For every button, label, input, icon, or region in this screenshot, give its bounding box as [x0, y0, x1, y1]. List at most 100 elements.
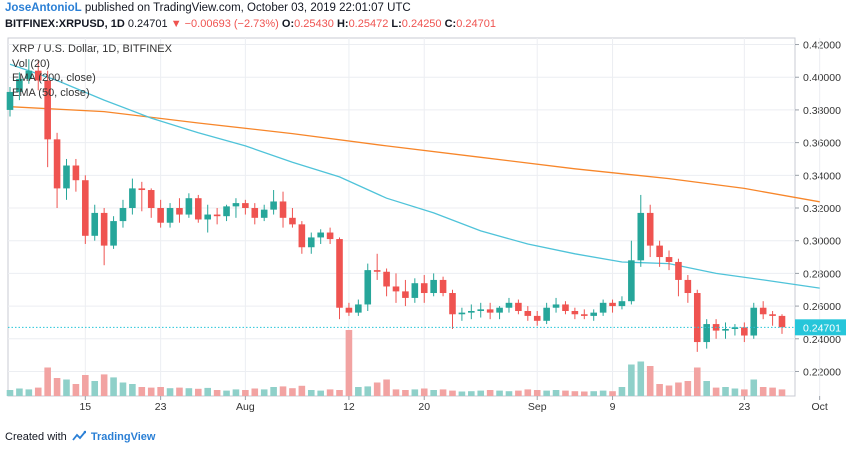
volume-bar — [251, 388, 259, 396]
candle-body — [693, 293, 701, 343]
volume-bar — [439, 389, 447, 396]
volume-bar — [317, 390, 324, 396]
volume-bar — [430, 390, 437, 396]
candle-body — [458, 312, 466, 315]
volume-bar — [185, 388, 193, 396]
candle-body — [543, 307, 550, 321]
candle-body — [147, 190, 155, 209]
candle-body — [91, 212, 99, 236]
volume-bar — [477, 390, 485, 396]
candle-body — [44, 80, 51, 140]
tradingview-logo-icon — [72, 430, 86, 441]
x-tick-label: 9 — [610, 401, 616, 413]
candle-body — [317, 232, 324, 238]
publish-info: JoseAntonioL published on TradingView.co… — [5, 2, 411, 14]
author-link[interactable]: JoseAntonioL — [5, 2, 82, 14]
y-tick-label: 0.24000 — [803, 334, 841, 346]
published-text: published on TradingView.com, October 03… — [84, 2, 411, 14]
volume-bar — [110, 377, 117, 396]
candle-body — [618, 301, 626, 307]
candle-body — [345, 307, 353, 313]
volume-bar — [166, 388, 174, 396]
candle-body — [213, 214, 221, 217]
low-label: L: — [391, 18, 402, 30]
open-label: O: — [281, 18, 295, 30]
candle-body — [176, 208, 183, 215]
volume-bar — [72, 384, 80, 396]
close-value: 0.24701 — [456, 18, 496, 30]
tradingview-link[interactable]: TradingView — [90, 431, 156, 443]
volume-bar — [232, 389, 240, 396]
candle-body — [138, 188, 146, 191]
candle-body — [599, 302, 607, 313]
plot-area — [7, 37, 796, 397]
candle-body — [204, 214, 212, 220]
candle-body — [505, 302, 513, 308]
volume-bar — [646, 366, 654, 396]
volume-bar — [684, 381, 692, 396]
y-tick-label: 0.28000 — [803, 268, 841, 280]
volume-bar — [731, 388, 739, 396]
volume-bar — [458, 391, 466, 396]
volume-bar — [543, 390, 550, 396]
candle-body — [260, 209, 268, 218]
volume-bar — [345, 330, 353, 396]
candle-body — [439, 279, 447, 294]
candle-body — [72, 165, 80, 181]
candle-body — [703, 324, 710, 343]
last-price-label: 0.24701 — [803, 322, 841, 334]
candle-body — [571, 310, 579, 315]
volume-bar — [364, 386, 372, 396]
candle-body — [741, 327, 748, 336]
y-tick-label: 0.22000 — [803, 366, 841, 378]
volume-bar — [91, 381, 99, 396]
x-tick-label: 23 — [155, 401, 167, 413]
footer: Created with TradingView — [5, 430, 155, 443]
volume-bar — [242, 390, 249, 396]
volume-bar — [204, 387, 212, 396]
candle-body — [307, 237, 315, 248]
candle-body — [665, 257, 673, 262]
volume-bar — [336, 390, 343, 396]
volume-bar — [656, 384, 663, 396]
volume-bar — [270, 387, 277, 396]
candle-body — [53, 139, 61, 189]
candle-body — [34, 70, 42, 81]
candle-body — [251, 208, 259, 218]
x-tick-label: 12 — [343, 401, 355, 413]
symbol: BITFINEX:XRPUSD, 1D — [5, 18, 125, 30]
candle-body — [166, 208, 174, 223]
volume-bar — [741, 389, 748, 396]
volume-bar — [449, 390, 456, 396]
open-value: 0.25430 — [294, 18, 334, 30]
candle-body — [16, 78, 23, 92]
candle-body — [420, 283, 428, 294]
candle-body — [232, 203, 240, 207]
volume-bar — [533, 390, 541, 396]
volume-bar — [580, 391, 588, 396]
candle-body — [609, 302, 616, 307]
volume-bar — [637, 361, 645, 396]
candle-body — [129, 188, 136, 209]
volume-bar — [82, 375, 89, 396]
price-chart[interactable]: 0.42000 0.40000 0.38000 0.36000 0.34000 0.320… — [0, 34, 850, 426]
y-tick-label: 0.36000 — [803, 138, 841, 150]
candle-body — [336, 239, 343, 308]
volume-bar — [609, 391, 616, 396]
volume-bar — [129, 384, 136, 396]
last-value: 0.24701 — [127, 18, 168, 30]
ema200-line — [9, 106, 820, 203]
x-tick-label: Sep — [528, 401, 547, 413]
legend-ema50: EMA (50, close) — [12, 86, 90, 99]
candle-body — [562, 304, 569, 311]
candle-body — [270, 201, 277, 210]
created-with-text: Created with — [5, 431, 67, 443]
candle-body — [778, 315, 786, 328]
volume-bar — [223, 390, 230, 396]
volume-bar — [100, 374, 108, 396]
candle-body — [496, 307, 503, 313]
volume-bar — [628, 364, 635, 396]
candle-body — [759, 307, 767, 315]
candle-body — [373, 270, 381, 272]
high-label: H: — [336, 18, 349, 30]
